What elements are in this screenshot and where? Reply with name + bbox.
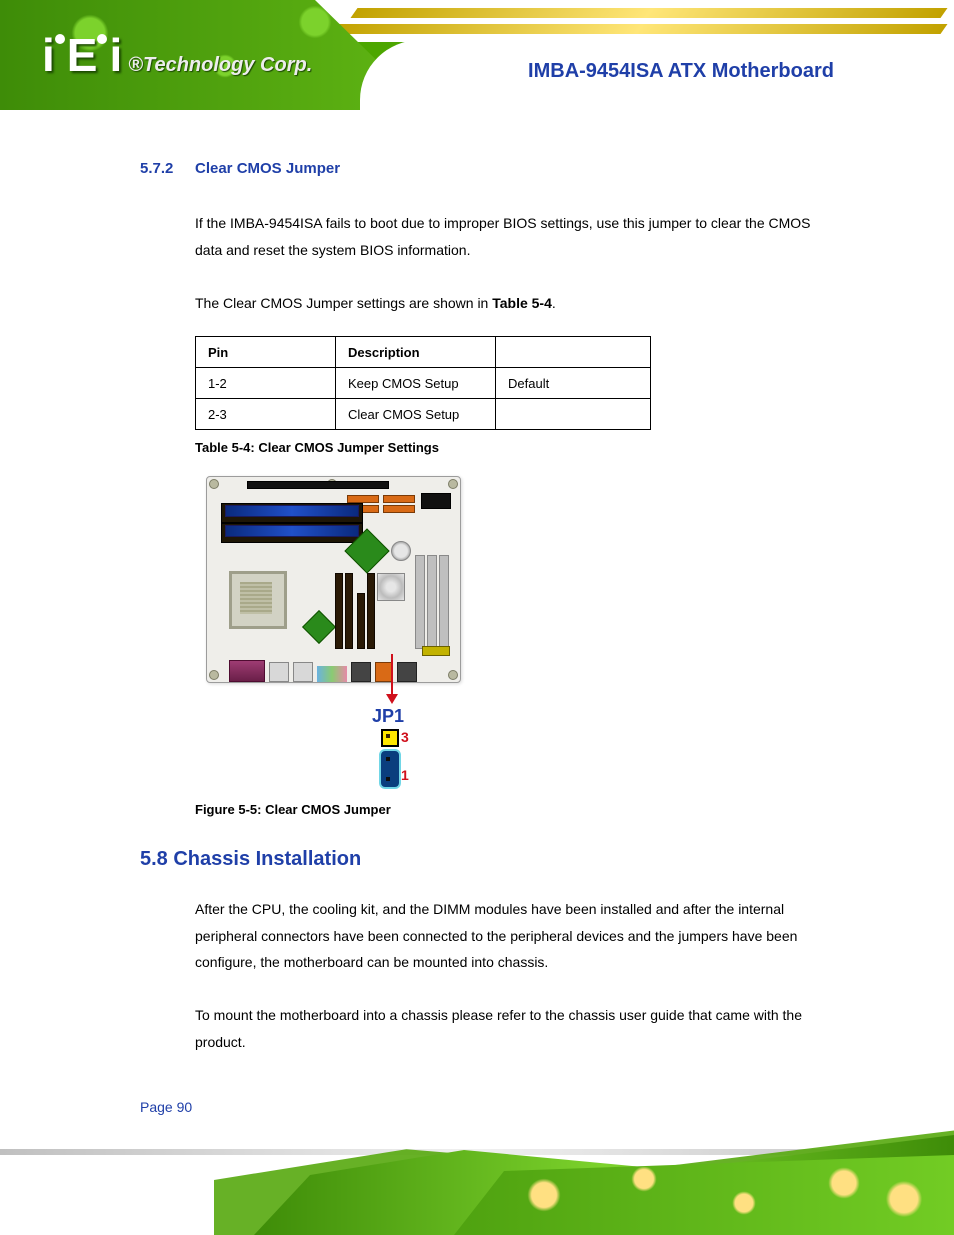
jp1-pin-diagram: 3 1 <box>379 729 401 789</box>
table-ref-name: Table 5-4 <box>492 295 552 311</box>
jp1-pin3-open <box>381 729 399 747</box>
page-top-decoration: iEi ®Technology Corp. IMBA-9454ISA ATX M… <box>0 0 954 110</box>
table-header-row: Pin Description <box>196 337 651 368</box>
chassis-body-lead: After the CPU, the cooling kit, and the … <box>195 901 797 970</box>
table-row: 1-2 Keep CMOS Setup Default <box>196 368 651 399</box>
section-number-5-7-2: 5.7.2 <box>140 160 173 177</box>
product-title: IMBA-9454ISA ATX Motherboard <box>528 60 834 83</box>
brand-logo-text: iEi <box>42 28 120 82</box>
chassis-body-tail: To mount the motherboard into a chassis … <box>195 1007 802 1050</box>
col-note <box>496 337 651 368</box>
cell-pin: 2-3 <box>196 399 336 430</box>
chassis-body-text: After the CPU, the cooling kit, and the … <box>195 896 815 1056</box>
cell-note <box>496 399 651 430</box>
jp1-pin-number-3: 3 <box>401 729 409 745</box>
col-pin: Pin <box>196 337 336 368</box>
cell-desc: Clear CMOS Setup <box>336 399 496 430</box>
brand-logo: iEi ®Technology Corp. <box>42 28 312 82</box>
jp1-pin-number-1: 1 <box>401 767 409 783</box>
cell-note: Default <box>496 368 651 399</box>
jp1-jumper-block <box>379 749 401 789</box>
table-caption: Table 5-4: Clear CMOS Jumper Settings <box>195 440 439 455</box>
section-heading-chassis: 5.8 Chassis Installation <box>140 848 361 871</box>
table-row: 2-3 Clear CMOS Setup <box>196 399 651 430</box>
jp1-locator-arrow <box>391 654 393 702</box>
clear-cmos-settings-table: Pin Description 1-2 Keep CMOS Setup Defa… <box>195 336 651 430</box>
page-number: Page 90 <box>140 1099 192 1115</box>
motherboard-pcb <box>206 476 461 683</box>
rear-io-ports <box>229 660 439 682</box>
figure-caption: Figure 5-5: Clear CMOS Jumper <box>195 802 391 817</box>
page-bottom-decoration <box>0 1125 954 1235</box>
brand-logo-tag: ®Technology Corp. <box>128 54 312 77</box>
cell-pin: 1-2 <box>196 368 336 399</box>
cell-desc: Keep CMOS Setup <box>336 368 496 399</box>
table-ref-tail: . <box>552 295 556 311</box>
section-title-clear-cmos: Clear CMOS Jumper <box>195 160 340 177</box>
clear-cmos-table-ref: The Clear CMOS Jumper settings are shown… <box>195 290 815 317</box>
col-description: Description <box>336 337 496 368</box>
jp1-label: JP1 <box>372 706 404 727</box>
clear-cmos-description: If the IMBA-9454ISA fails to boot due to… <box>195 210 815 263</box>
table-ref-lead: The Clear CMOS Jumper settings are shown… <box>195 295 492 311</box>
motherboard-diagram: JP1 3 1 <box>206 476 459 784</box>
